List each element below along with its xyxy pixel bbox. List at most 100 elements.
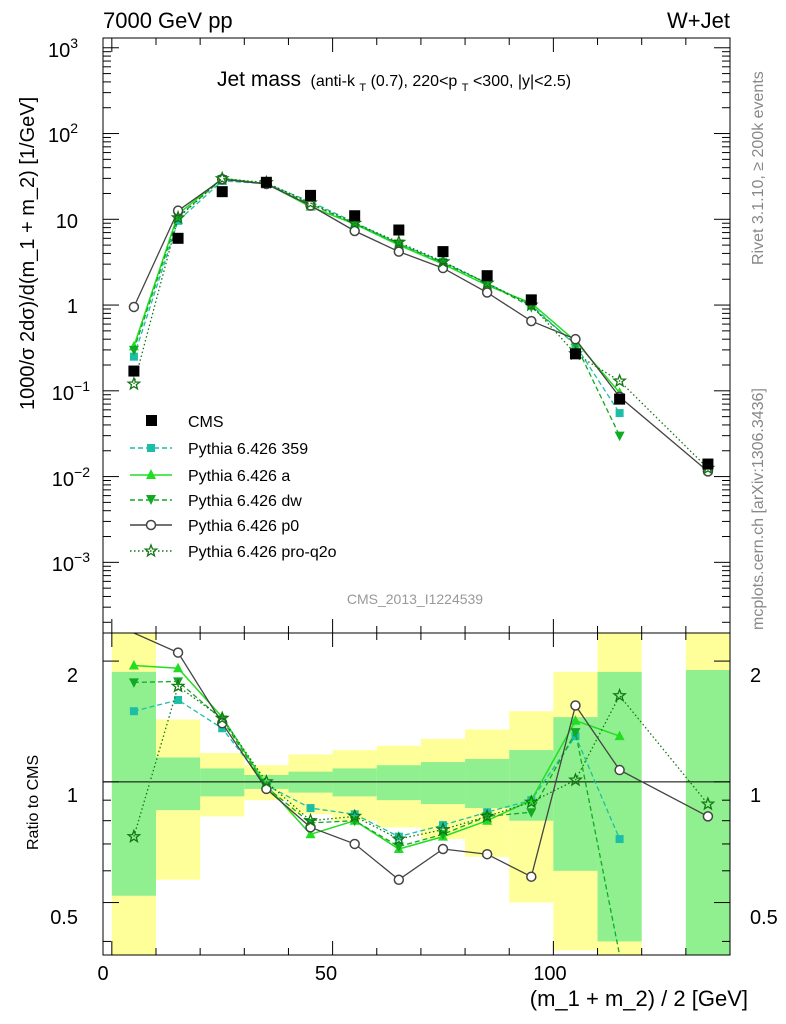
legend-label-a: Pythia 6.426 a	[188, 468, 290, 485]
ratio-tick-1-left: 1	[67, 785, 78, 807]
stat-band-bin	[376, 765, 421, 801]
ratio-point-pp0	[437, 843, 449, 855]
ratio-point-pa	[570, 715, 581, 725]
ratio-point-pq2o	[479, 808, 495, 823]
stat-band-bin	[200, 768, 245, 797]
ratio-tick-05-right: 0.5	[750, 907, 778, 929]
data-series	[126, 170, 716, 956]
ratio-point-p359	[129, 707, 138, 716]
ratio-point-p359	[306, 804, 315, 813]
main-line-pa	[133, 177, 621, 394]
ratio-point-pp0	[570, 700, 581, 711]
plot-title: Jet mass (anti-k T (0.7), 220<p T <300, …	[217, 68, 571, 95]
y-tick-1e-2: 10−2	[52, 464, 90, 491]
legend-item-q2o: Pythia 6.426 pro-q2o	[130, 543, 337, 561]
legend-item-359: Pythia 6.426 359	[130, 441, 308, 458]
analysis-label: CMS_2013_I1224539	[347, 591, 483, 607]
y-tick-1: 1	[67, 296, 78, 318]
ratio-point-pq2o	[258, 773, 274, 789]
stat-band-bin	[465, 758, 510, 809]
legend-label-q2o: Pythia 6.426 pro-q2o	[188, 544, 337, 561]
plot-title-part2: (0.7), 220<p	[371, 73, 458, 90]
legend-item-cms: CMS	[146, 414, 224, 431]
ratio-point-pq2o	[435, 821, 451, 837]
main-point-pdw	[349, 219, 360, 230]
main-line-p359	[133, 180, 621, 414]
main-point-pp0	[393, 246, 405, 257]
cms-point	[260, 176, 272, 188]
ratio-point-pq2o	[568, 772, 583, 787]
axis-ticks	[103, 38, 731, 955]
ratio-point-pq2o	[700, 796, 716, 811]
main-line-pdw	[133, 178, 621, 436]
stat-band-bin	[597, 671, 642, 942]
ratio-tick-2-left: 2	[67, 665, 78, 687]
ratio-point-pq2o	[523, 794, 539, 809]
mcplots-label: mcplots.cern.ch [arXiv:1306.3436]	[750, 388, 767, 630]
ratio-line-pa	[133, 664, 620, 850]
plot-title-part1: (anti-k	[310, 73, 355, 90]
main-point-pp0	[349, 225, 360, 237]
ratio-point-pa	[614, 730, 625, 741]
ratio-point-pp0	[481, 848, 493, 860]
x-tick-labels: 0 50 100	[97, 963, 566, 985]
stat-band-bin	[111, 671, 156, 896]
main-point-pp0	[526, 315, 537, 327]
ratio-tick-2-right: 2	[750, 665, 761, 687]
ratio-point-pq2o	[303, 812, 318, 827]
process-label: W+Jet	[667, 8, 730, 33]
main-point-pq2o	[170, 209, 186, 225]
legend-label-dw: Pythia 6.426 dw	[188, 493, 302, 510]
ratio-point-pa	[173, 662, 184, 673]
stat-band-bin	[553, 717, 598, 871]
cms-point	[525, 294, 537, 306]
main-point-pq2o	[612, 373, 628, 388]
ratio-point-pp0	[393, 874, 405, 885]
ratio-point-p359	[174, 695, 183, 704]
main-point-pp0	[481, 287, 493, 298]
ratio-tick-labels: 2 1 0.5 2 1 0.5	[50, 665, 778, 929]
main-point-pp0	[570, 333, 581, 345]
series-cms	[128, 176, 714, 470]
main-point-pq2o	[391, 234, 407, 249]
ratio-point-pp0	[526, 871, 537, 882]
ratio-point-pq2o	[126, 828, 142, 843]
main-point-pq2o	[214, 170, 230, 186]
plot-title-sub2: T	[462, 82, 469, 94]
ratio-point-pq2o	[612, 687, 628, 702]
cms-point	[349, 210, 361, 222]
cms-point	[172, 232, 184, 244]
y-axis-label: 1000/σ 2dσ)/d(m_1 + m_2) [1/GeV]	[17, 97, 39, 410]
cms-point	[216, 186, 228, 198]
main-point-pq2o	[347, 215, 363, 230]
ratio-y-axis-label: Ratio to CMS	[25, 755, 42, 850]
main-point-pdw	[614, 431, 625, 442]
ratio-point-pq2o	[214, 710, 230, 725]
ratio-line-pdw	[133, 680, 621, 956]
x-axis-label: (m_1 + m_2) / 2 [GeV]	[530, 986, 748, 1011]
plot-title-part3: <300, |y|<2.5)	[473, 73, 571, 90]
ratio-point-pa	[128, 659, 139, 670]
main-point-p359	[129, 352, 138, 361]
stat-band-bin	[420, 762, 466, 805]
y-tick-1e-1: 10−1	[52, 378, 90, 405]
stat-band-bin	[332, 768, 377, 797]
plot-title-main: Jet mass	[217, 68, 301, 91]
ratio-point-pa	[305, 828, 316, 839]
y-tick-10: 10	[56, 211, 78, 233]
x-tick-100: 100	[533, 963, 566, 985]
main-point-pq2o	[435, 253, 451, 269]
legend-label-359: Pythia 6.426 359	[188, 441, 308, 458]
ratio-point-pq2o	[170, 678, 186, 693]
cms-point	[393, 224, 405, 236]
cms-point	[305, 189, 317, 201]
rivet-label: Rivet 3.1.10, ≥ 200k events	[750, 71, 767, 265]
ratio-point-p359	[350, 810, 359, 819]
ratio-tick-05-left: 0.5	[50, 907, 78, 929]
legend-label-p0: Pythia 6.426 p0	[188, 518, 299, 535]
main-point-pp0	[128, 301, 140, 313]
ratio-uncertainty-bands	[111, 633, 730, 955]
cms-point	[569, 348, 581, 360]
x-tick-0: 0	[97, 963, 108, 985]
